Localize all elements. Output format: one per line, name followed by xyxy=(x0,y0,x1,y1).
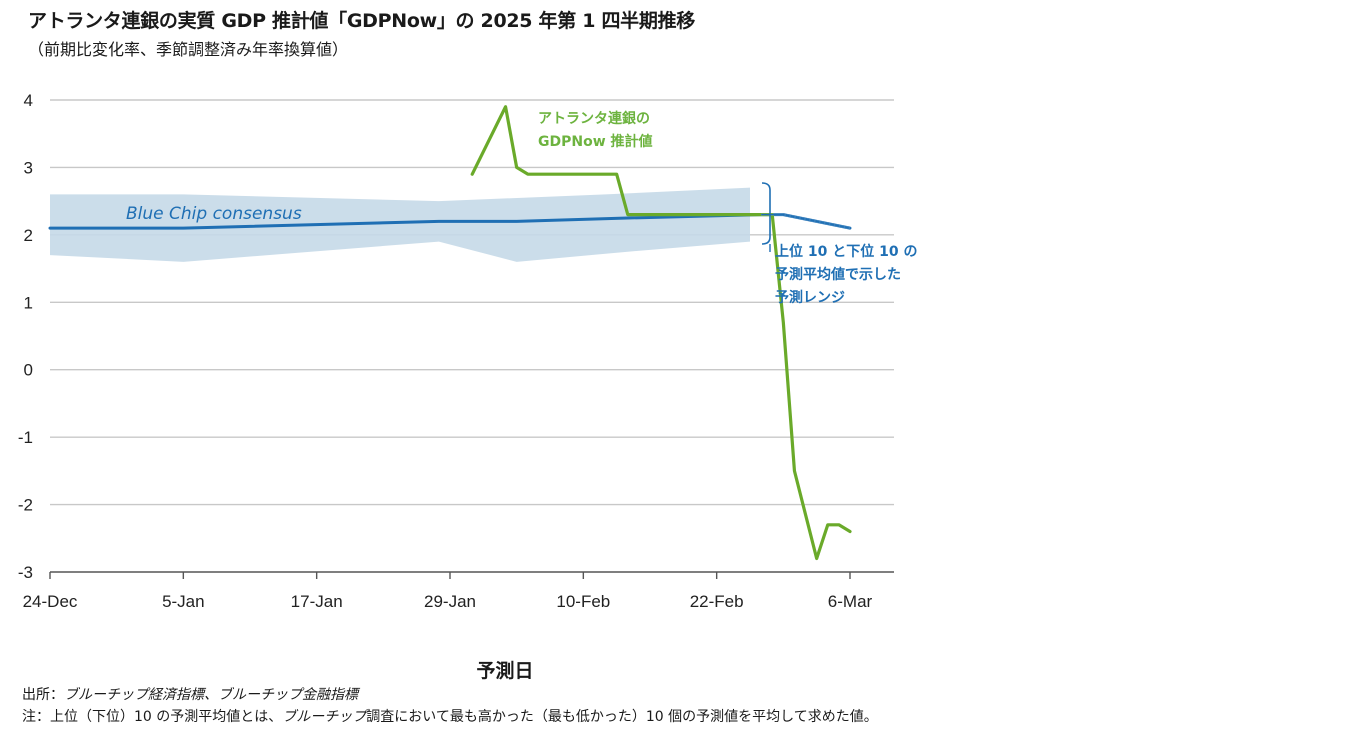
forecast-range-band xyxy=(50,187,750,262)
range-annotation-line3: 予測レンジ xyxy=(775,289,845,306)
gdpnow-line xyxy=(470,105,852,561)
x-tick-label: 17-Jan xyxy=(291,592,343,611)
x-tick-label: 6-Mar xyxy=(828,592,873,611)
gdpnow-annotation-line1: アトランタ連銀の xyxy=(538,110,650,127)
y-tick-label: 1 xyxy=(24,293,33,312)
source-note: 出所：ブルーチップ経済指標、ブルーチップ金融指標 xyxy=(22,684,358,704)
y-tick-label: 4 xyxy=(24,91,33,110)
x-tick-label: 5-Jan xyxy=(162,592,205,611)
consensus-annotation: Blue Chip consensus xyxy=(126,204,302,224)
gdpnow-chart: 4 3 2 1 0 -1 -2 -3 24-Dec 5-Jan 17-Jan 29-Jan 10-Feb… xyxy=(18,91,918,611)
source-prefix: 出所： xyxy=(22,687,64,703)
source-text: ブルーチップ経済指標、ブルーチップ金融指標 xyxy=(64,687,358,703)
note-suffix: 調査において最も高かった（最も低かった）10 個の予測値を平均して求めた値。 xyxy=(366,709,878,725)
grid-layer xyxy=(50,99,894,506)
y-tick-label: -2 xyxy=(18,496,33,515)
series-layer xyxy=(48,105,852,561)
footnote: 注：上位（下位）10 の予測平均値とは、ブルーチップ調査において最も高かった（最… xyxy=(22,706,878,726)
note-prefix: 注：上位（下位）10 の予測平均値とは、 xyxy=(22,709,283,725)
gdpnow-annotation-line2: GDPNow 推計値 xyxy=(538,133,653,150)
y-tick-label: 3 xyxy=(24,158,33,177)
y-tick-label: -3 xyxy=(18,563,33,582)
x-tick-label: 24-Dec xyxy=(23,592,78,611)
note-italic: ブルーチップ xyxy=(282,709,367,725)
x-axis-title: 予測日 xyxy=(476,660,534,682)
consensus-tail-line xyxy=(761,213,851,229)
chart-subtitle: （前期比変化率、季節調整済み年率換算値） xyxy=(28,40,349,59)
y-tick-label: 0 xyxy=(24,361,33,380)
x-tick-label: 22-Feb xyxy=(690,592,744,611)
y-tick-label: -1 xyxy=(18,428,33,447)
y-tick-label: 2 xyxy=(24,226,33,245)
x-tick-label: 10-Feb xyxy=(556,592,610,611)
x-tick-label: 29-Jan xyxy=(424,592,476,611)
chart-title: アトランタ連銀の実質 GDP 推計値「GDPNow」の 2025 年第 1 四半… xyxy=(28,10,695,32)
annotation-layer: アトランタ連銀の GDPNow 推計値 Blue Chip consensus … xyxy=(126,110,917,306)
axis-layer: 4 3 2 1 0 -1 -2 -3 24-Dec 5-Jan 17-Jan 29-Jan 10-Feb… xyxy=(18,91,894,611)
range-annotation-line1: 上位 10 と下位 10 の xyxy=(775,243,917,260)
range-annotation-line2: 予測平均値で示した xyxy=(775,266,901,283)
range-bracket xyxy=(761,182,771,245)
band-layer xyxy=(50,187,750,262)
